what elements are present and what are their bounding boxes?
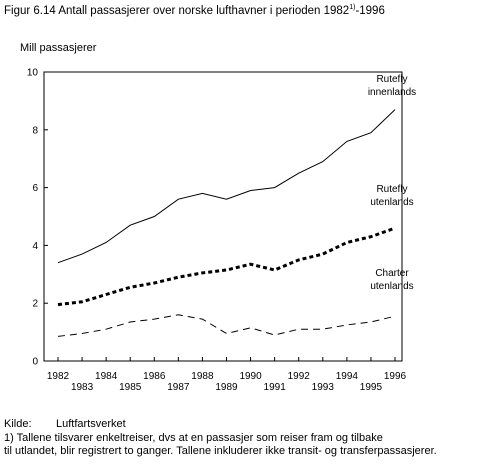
series-line-0	[57, 109, 396, 264]
x-tick-label: 1995	[360, 382, 383, 393]
series-label-2: utenlands	[370, 281, 413, 292]
x-tick-label: 1988	[191, 371, 214, 382]
source-line: Kilde: Luftfartsverket	[4, 418, 126, 430]
footnote-line-2: til utlandet, blir registrert to ganger.…	[4, 445, 437, 457]
x-tick-label: 1990	[239, 371, 262, 382]
series-label-0: Rutefly	[376, 74, 407, 85]
series-lines	[57, 109, 396, 337]
x-tick-label: 1996	[384, 371, 407, 382]
x-tick-label: 1992	[288, 371, 311, 382]
series-label-1: Rutefly	[376, 184, 407, 195]
x-tick-label: 1983	[71, 382, 94, 393]
series-line-1	[57, 226, 396, 307]
y-tick-label: 2	[32, 299, 38, 310]
footnote: 1) Tallene tilsvarer enkeltreiser, dvs a…	[4, 432, 437, 458]
y-axis-label: Mill passasjerer	[20, 42, 97, 54]
x-tick-label: 1989	[215, 382, 238, 393]
chart-title: Figur 6.14 Antall passasjerer over norsk…	[4, 4, 385, 17]
source-value: Luftfartsverket	[56, 418, 126, 430]
x-tick-label: 1993	[312, 382, 335, 393]
x-tick-label: 1984	[95, 371, 118, 382]
series-line-2	[57, 314, 396, 337]
x-tick-label: 1982	[47, 371, 70, 382]
series-label-1: utenlands	[370, 197, 413, 208]
y-tick-label: 6	[32, 183, 38, 194]
source-label: Kilde:	[4, 418, 32, 430]
x-tick-label: 1985	[119, 382, 142, 393]
x-tick-label: 1986	[143, 371, 166, 382]
axes: 0246810198219831984198519861987198819891…	[27, 68, 407, 394]
x-tick-label: 1994	[336, 371, 359, 382]
y-tick-label: 4	[32, 241, 38, 252]
y-tick-label: 10	[27, 68, 39, 79]
y-tick-label: 8	[32, 125, 38, 136]
series-label-0: innenlands	[368, 87, 416, 98]
x-tick-label: 1987	[167, 382, 190, 393]
x-tick-label: 1991	[264, 382, 287, 393]
y-tick-label: 0	[32, 357, 38, 368]
series-label-2: Charter	[375, 268, 409, 279]
footnote-line-1: 1) Tallene tilsvarer enkeltreiser, dvs a…	[4, 432, 383, 444]
series-labels: Rutefly innenlands Rutefly utenlands Charter…	[368, 74, 416, 292]
plot-frame	[43, 71, 403, 362]
